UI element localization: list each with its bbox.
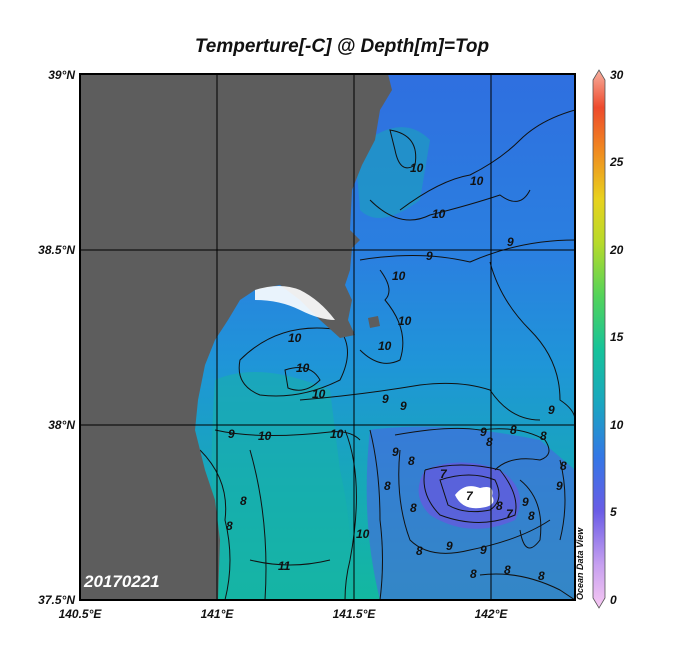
contour-label: 9 (392, 445, 399, 459)
contour-label: 10 (410, 161, 424, 175)
contour-label: 9 (480, 425, 487, 439)
contour-label: 8 (504, 563, 511, 577)
contour-line (284, 367, 321, 391)
contour-label: 9 (426, 249, 433, 263)
contour-label: 7 (506, 507, 514, 521)
contour-line (399, 109, 575, 211)
contour-label: 9 (480, 543, 487, 557)
colorbar-tick-label: 0 (610, 593, 617, 607)
contour-label: 9 (382, 392, 389, 406)
contour-label: 8 (408, 454, 415, 468)
contour-label: 10 (432, 207, 446, 221)
contour-label: 8 (560, 459, 567, 473)
contour-label: 8 (510, 423, 517, 437)
land-mass (80, 74, 392, 600)
contour-label: 9 (400, 399, 407, 413)
contour-line (249, 449, 267, 600)
lat-label: 38°N (48, 418, 75, 432)
contour-line (439, 474, 500, 513)
contour-line (423, 464, 517, 523)
data-gap (455, 486, 494, 509)
contour-label: 10 (258, 429, 272, 443)
contour-label: 9 (556, 479, 563, 493)
contour-label: 10 (312, 387, 326, 401)
odv-credit: Ocean Data View (575, 527, 585, 600)
colorbar-tick-label: 15 (610, 330, 624, 344)
contour-label: 8 (538, 569, 545, 583)
contour-line (398, 449, 551, 554)
contour-line (369, 429, 383, 600)
colorbar-tick-label: 30 (610, 68, 624, 82)
contour-label: 9 (228, 427, 235, 441)
contour-label: 10 (470, 174, 484, 188)
lon-label: 140.5°E (58, 607, 102, 621)
contour-line (559, 459, 566, 541)
contour-line (238, 327, 348, 397)
island (368, 316, 380, 328)
contour-line (214, 429, 361, 441)
contour-label: 10 (392, 269, 406, 283)
contour-label: 10 (288, 331, 302, 345)
map-frame (79, 73, 576, 601)
contour-label: 10 (398, 314, 412, 328)
contour-line (249, 559, 331, 566)
lon-label: 141.5°E (332, 607, 376, 621)
warm-water-zone (211, 372, 350, 600)
contour-line (519, 479, 542, 549)
map-title: Temperture[-C] @ Depth[m]=Top (194, 36, 490, 57)
colorbar (592, 69, 606, 609)
contour-line (344, 429, 357, 600)
contour-label: 8 (410, 501, 417, 515)
contour-label: 11 (278, 559, 291, 573)
contour-line (479, 573, 575, 600)
contour-label: 8 (240, 494, 247, 508)
colorbar-tick-label: 20 (610, 243, 624, 257)
contour-line (389, 129, 417, 169)
lon-label: 142°E (474, 607, 508, 621)
date-stamp: 20170221 (84, 572, 160, 591)
contour-label: 10 (296, 361, 310, 375)
contour-line (199, 449, 231, 600)
contour-line (299, 382, 541, 421)
lon-label: 141°E (200, 607, 234, 621)
lat-label: 38.5°N (38, 243, 75, 257)
contour-label: 10 (356, 527, 370, 541)
contour-line (359, 269, 404, 364)
contour-label: 8 (226, 519, 233, 533)
contour-label: 10 (330, 427, 344, 441)
contour-label: 8 (496, 499, 503, 513)
warm-water-nw (355, 127, 430, 218)
contour-line (359, 239, 575, 263)
colorbar-tick-label: 5 (610, 505, 617, 519)
colorbar-body (592, 69, 606, 609)
contour-label: 9 (548, 403, 555, 417)
lat-label: 37.5°N (38, 593, 75, 607)
contour-label: 8 (470, 567, 477, 581)
contour-line (489, 261, 575, 421)
lat-label: 39°N (48, 68, 75, 82)
contour-label: 8 (528, 509, 535, 523)
contour-label: 9 (507, 235, 514, 249)
bay-coast (255, 286, 335, 320)
colorbar-tick-label: 25 (610, 155, 624, 169)
contour-label: 9 (522, 495, 529, 509)
contour-label: 8 (540, 429, 547, 443)
contour-line (394, 427, 550, 471)
contour-label: 8 (416, 544, 423, 558)
contour-label: 10 (378, 339, 392, 353)
contour-label: 7 (466, 489, 474, 503)
contour-label: 8 (486, 435, 493, 449)
contour-label: 7 (440, 467, 448, 481)
contour-label: 9 (446, 539, 453, 553)
contour-label: 8 (384, 479, 391, 493)
contour-line (369, 189, 531, 221)
colorbar-tick-label: 10 (610, 418, 624, 432)
